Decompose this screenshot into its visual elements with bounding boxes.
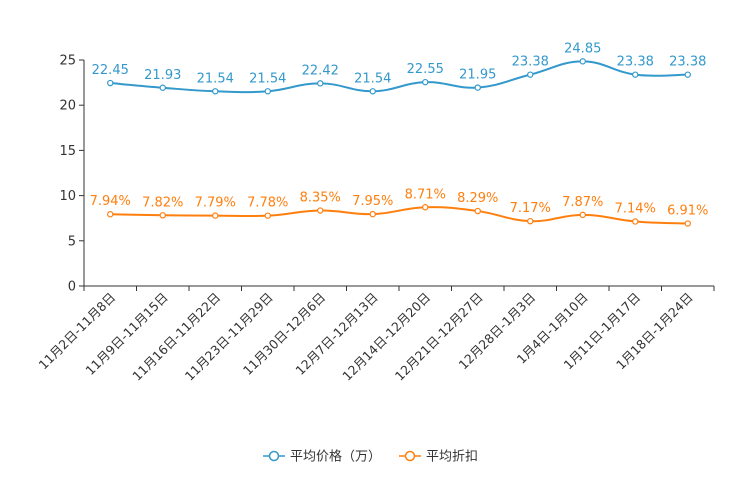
data-label: 21.54 — [249, 71, 286, 86]
x-tick-label: 11月23日-11月29日 — [182, 290, 276, 384]
data-label: 7.87% — [562, 195, 603, 210]
data-label: 24.85 — [564, 41, 601, 56]
data-label: 22.55 — [407, 62, 444, 77]
data-label: 21.54 — [354, 71, 391, 86]
data-point — [159, 84, 166, 91]
data-label: 22.42 — [302, 63, 339, 78]
series-line-2 — [110, 206, 688, 225]
data-point — [579, 58, 586, 65]
data-label: 23.38 — [617, 55, 654, 70]
data-point — [422, 78, 429, 86]
data-label: 7.79% — [195, 196, 236, 211]
data-point — [369, 210, 376, 218]
legend-marker-2 — [404, 450, 416, 462]
data-point — [369, 88, 376, 95]
x-tick-label: 12月14日-12月20日 — [339, 290, 433, 384]
x-tick-label: 12月21日-12月27日 — [392, 290, 486, 384]
y-tick-label: 20 — [59, 99, 76, 114]
data-label: 7.94% — [90, 194, 131, 209]
data-label: 7.78% — [247, 196, 288, 211]
data-label: 21.93 — [144, 68, 181, 83]
y-tick-label: 15 — [59, 144, 76, 159]
data-label: 7.82% — [142, 195, 183, 210]
data-point — [317, 207, 324, 214]
x-tick-label: 11月16日-11月22日 — [129, 290, 223, 384]
data-label: 8.71% — [405, 187, 446, 202]
data-label: 22.45 — [92, 63, 129, 78]
data-point — [474, 84, 481, 91]
data-point — [212, 88, 219, 95]
data-point — [264, 212, 271, 219]
chart-legend: 平均价格（万） 平均折扣 — [263, 449, 478, 465]
chart-series: 22.45 21.93 21.54 21.54 22.42 21.54 22.55 21.95… — [90, 41, 708, 227]
y-tick-label: 25 — [59, 54, 76, 69]
y-tick-label: 10 — [59, 189, 76, 204]
data-point — [527, 217, 534, 225]
data-label: 8.35% — [300, 191, 341, 206]
data-point — [684, 71, 691, 78]
data-label: 7.95% — [352, 194, 393, 209]
data-label: 7.17% — [510, 201, 551, 216]
data-point — [264, 88, 271, 95]
data-label: 21.95 — [459, 68, 496, 83]
legend-marker-1 — [268, 450, 280, 462]
data-point — [684, 220, 691, 227]
data-label: 21.54 — [197, 71, 234, 86]
data-label: 8.29% — [457, 191, 498, 206]
data-point — [632, 71, 639, 78]
data-point — [632, 218, 639, 225]
data-point — [317, 80, 324, 87]
series-line-1 — [110, 60, 688, 94]
legend-label-2: 平均折扣 — [426, 450, 478, 465]
y-tick-label: 5 — [68, 234, 76, 249]
data-point — [159, 212, 166, 219]
data-point — [474, 207, 481, 215]
y-tick-label: 0 — [68, 280, 76, 295]
data-point — [579, 211, 586, 219]
legend-label-1: 平均价格（万） — [290, 449, 381, 465]
data-point — [212, 212, 219, 219]
data-label: 23.38 — [512, 55, 549, 70]
data-point — [107, 211, 114, 218]
data-label: 23.38 — [669, 55, 706, 70]
data-point — [422, 204, 429, 211]
data-label: 6.91% — [667, 204, 708, 219]
data-point — [107, 79, 114, 87]
data-point — [527, 71, 534, 78]
data-label: 7.14% — [615, 201, 656, 216]
